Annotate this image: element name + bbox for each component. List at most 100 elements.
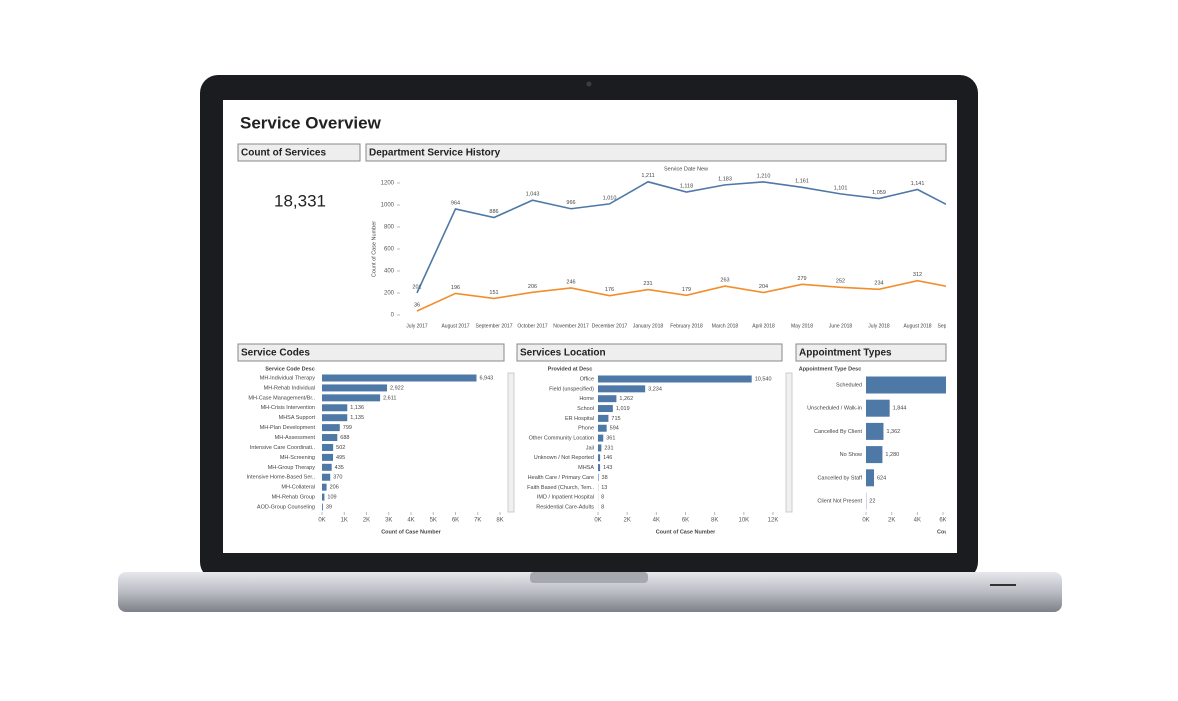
row-label: Intensive Care Coordinati..: [250, 445, 316, 451]
data-label: 8: [601, 495, 604, 501]
data-label: 715: [611, 416, 620, 422]
bar: [598, 425, 607, 432]
data-label: 502: [336, 445, 345, 451]
data-label: 39: [326, 504, 332, 510]
x-tick-label: 8K: [496, 518, 503, 524]
x-tick-label: 6K: [939, 518, 946, 524]
row-label: MHSA Support: [279, 415, 316, 421]
bar: [322, 404, 347, 411]
dashboard-title: Service Overview: [240, 113, 382, 132]
row-label: IMD / Inpatient Hospital: [537, 495, 594, 501]
data-label: 246: [566, 279, 575, 285]
data-label: 1,043: [526, 192, 540, 198]
row-label: Health Care / Primary Care: [528, 475, 594, 481]
panel-title: Service Codes: [241, 348, 310, 359]
y-tick-label: 1000: [381, 203, 395, 209]
y-tick-label: 1200: [381, 181, 395, 187]
data-label: 179: [682, 287, 691, 293]
row-label: Other Community Location: [529, 436, 594, 442]
x-tick-label: August 2018: [903, 323, 931, 329]
data-label: 279: [797, 276, 806, 282]
x-tick-label: 10K: [738, 518, 749, 524]
row-label: Scheduled: [836, 382, 862, 388]
axis-title: Provided at Desc: [548, 366, 593, 372]
x-tick-label: November 2017: [553, 323, 589, 329]
x-tick-label: 12K: [768, 518, 779, 524]
bar: [322, 504, 323, 511]
bar: [598, 376, 752, 383]
x-tick-label: 4K: [407, 518, 414, 524]
x-tick-label: 4K: [653, 518, 660, 524]
x-tick-label: February 2018: [670, 323, 703, 329]
x-tick-label: January 2018: [633, 323, 664, 329]
row-label: Home: [579, 396, 594, 402]
scrollbar[interactable]: [786, 373, 792, 512]
bar: [598, 395, 616, 402]
row-label: MH-Assessment: [275, 435, 316, 441]
data-label: 1,262: [619, 396, 633, 402]
row-label: MH-Rehab Group: [272, 495, 315, 501]
row-label: MH-Rehab Individual: [264, 385, 315, 391]
data-label: 109: [327, 495, 336, 501]
data-label: 231: [604, 445, 613, 451]
row-label: Unscheduled / Walk-in: [807, 406, 862, 412]
data-label: 1,183: [718, 176, 732, 182]
x-tick-label: 8K: [711, 518, 718, 524]
data-label: 176: [605, 287, 614, 293]
y-tick-label: 600: [384, 247, 395, 253]
panel-title: Count of Services: [241, 148, 326, 159]
data-label: 201: [412, 284, 421, 290]
x-tick-label: May 2018: [791, 323, 813, 329]
x-tick-label: July 2018: [868, 323, 890, 329]
x-tick-label: 4K: [914, 518, 921, 524]
data-label: 688: [340, 435, 349, 441]
bar: [598, 454, 600, 461]
data-label: 435: [335, 465, 344, 471]
x-tick-label: 6K: [452, 518, 459, 524]
x-tick-label: September 2017: [476, 323, 513, 329]
row-label: MH-Screening: [280, 455, 315, 461]
data-label: 1,019: [616, 406, 630, 412]
data-label: 799: [343, 425, 352, 431]
row-label: Faith Based (Church, Tem..: [527, 485, 594, 491]
row-label: MH-Plan Development: [260, 425, 316, 431]
data-label: 3,234: [648, 386, 662, 392]
row-label: MH-Case Management/Br..: [248, 395, 315, 401]
camera: [587, 82, 592, 87]
data-label: 624: [877, 475, 886, 481]
bar: [866, 469, 874, 486]
data-label: 1,211: [641, 173, 654, 179]
row-label: School: [577, 406, 594, 412]
x-tick-label: June 2018: [829, 323, 853, 329]
axis-title: Service Date New: [664, 166, 708, 172]
bar: [322, 414, 347, 421]
bar: [322, 454, 333, 461]
x-tick-label: 2K: [623, 518, 630, 524]
data-label: 143: [603, 465, 612, 471]
data-label: 1,101: [834, 185, 848, 191]
data-label: 204: [759, 284, 768, 290]
bar: [598, 385, 645, 392]
x-axis-label: Count of Case Number: [381, 529, 441, 535]
data-label: 36: [414, 302, 420, 308]
row-label: Office: [580, 376, 594, 382]
data-label: 2,611: [383, 395, 396, 401]
data-label: 252: [836, 279, 845, 285]
data-label: 6,943: [479, 375, 493, 381]
axis-title: Appointment Type Desc: [799, 366, 862, 372]
bar: [322, 474, 330, 481]
data-label: 1,210: [757, 173, 771, 179]
data-label: 8: [601, 504, 604, 510]
bar: [322, 434, 337, 441]
data-label: 1,141: [911, 181, 925, 187]
data-label: 13: [601, 485, 607, 491]
data-label: 495: [336, 455, 345, 461]
bar: [866, 400, 890, 417]
data-label: 1,844: [893, 406, 907, 412]
scrollbar[interactable]: [508, 373, 514, 512]
bar: [322, 394, 380, 401]
row-label: Residential Care-Adults: [536, 504, 594, 510]
row-label: Jail: [586, 445, 594, 451]
data-label: 1,118: [680, 183, 693, 189]
